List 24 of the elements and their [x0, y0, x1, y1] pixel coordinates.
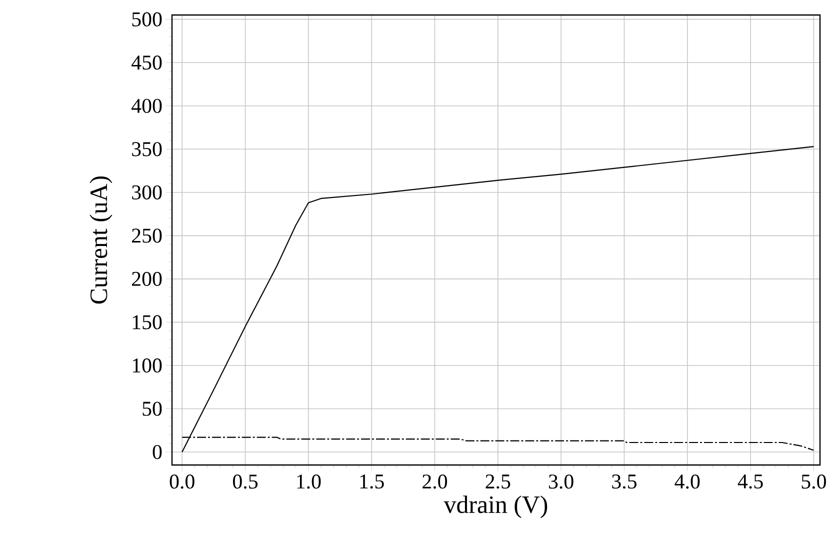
x-tick-label: 5.0	[802, 474, 826, 489]
x-tick-label: 4.0	[674, 474, 700, 489]
y-tick-label: 0	[152, 444, 162, 460]
x-tick-label: 1.0	[297, 474, 321, 489]
y-tick-label: 300	[132, 185, 162, 200]
x-tick-label: 0.0	[170, 474, 194, 489]
y-tick-label: 250	[132, 228, 162, 243]
y-tick-label: 500	[132, 12, 162, 26]
x-tick-label: 0.5	[232, 474, 258, 489]
y-tick-label: 450	[132, 56, 162, 70]
x-tick-label: 3.0	[548, 474, 574, 489]
y-axis-title: Current (uA)	[90, 176, 112, 304]
x-tick-label: 1.5	[360, 474, 384, 489]
y-tick-label: 400	[132, 98, 162, 113]
y-tick-label: 350	[132, 142, 162, 156]
x-axis-title: vdrain (V)	[444, 496, 548, 518]
y-tick-label: 50	[142, 402, 162, 416]
y-tick-label: 200	[132, 272, 162, 286]
y-tick-label: 150	[132, 315, 162, 330]
y-tick-label: 100	[132, 358, 162, 373]
x-tick-label: 3.5	[612, 474, 636, 489]
x-tick-label: 4.5	[738, 474, 763, 489]
x-tick-label: 2.0	[422, 474, 448, 489]
x-tick-label: 2.5	[486, 474, 510, 489]
